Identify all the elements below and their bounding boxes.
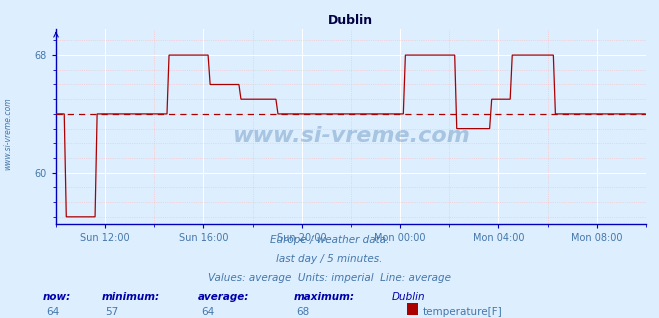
Text: last day / 5 minutes.: last day / 5 minutes. <box>276 254 383 264</box>
Text: 64: 64 <box>46 307 59 317</box>
Text: Dublin: Dublin <box>392 292 426 301</box>
Text: 57: 57 <box>105 307 119 317</box>
Text: www.si-vreme.com: www.si-vreme.com <box>232 126 470 146</box>
Text: 68: 68 <box>297 307 310 317</box>
Text: www.si-vreme.com: www.si-vreme.com <box>3 97 13 170</box>
Text: now:: now: <box>43 292 71 301</box>
Text: Europe / weather data.: Europe / weather data. <box>270 235 389 245</box>
Text: temperature[F]: temperature[F] <box>423 307 503 317</box>
Text: minimum:: minimum: <box>102 292 160 301</box>
Text: Values: average  Units: imperial  Line: average: Values: average Units: imperial Line: av… <box>208 273 451 283</box>
Title: Dublin: Dublin <box>328 14 374 27</box>
Text: average:: average: <box>198 292 249 301</box>
Text: 64: 64 <box>201 307 214 317</box>
Text: maximum:: maximum: <box>293 292 355 301</box>
